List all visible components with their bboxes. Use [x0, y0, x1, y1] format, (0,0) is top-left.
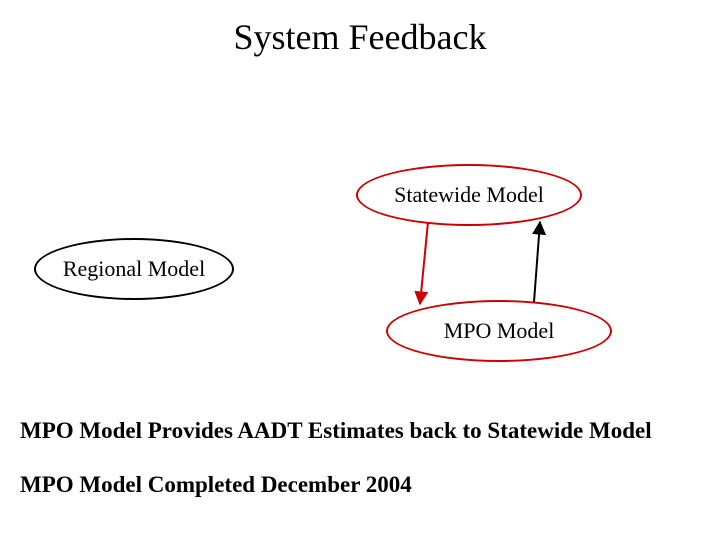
arrow-mpo-to-statewide [534, 222, 540, 302]
node-statewide-label: Statewide Model [394, 182, 544, 208]
slide-title: System Feedback [0, 16, 720, 58]
node-mpo-label: MPO Model [444, 318, 555, 344]
node-mpo-model: MPO Model [386, 300, 612, 362]
arrow-statewide-to-mpo [420, 222, 428, 304]
node-statewide-model: Statewide Model [356, 164, 582, 226]
node-regional-label: Regional Model [63, 256, 205, 282]
node-regional-model: Regional Model [34, 238, 234, 300]
slide-stage: System Feedback Statewide Model Regional… [0, 0, 720, 540]
body-line-2: MPO Model Completed December 2004 [20, 472, 412, 498]
body-line-1: MPO Model Provides AADT Estimates back t… [20, 418, 652, 444]
